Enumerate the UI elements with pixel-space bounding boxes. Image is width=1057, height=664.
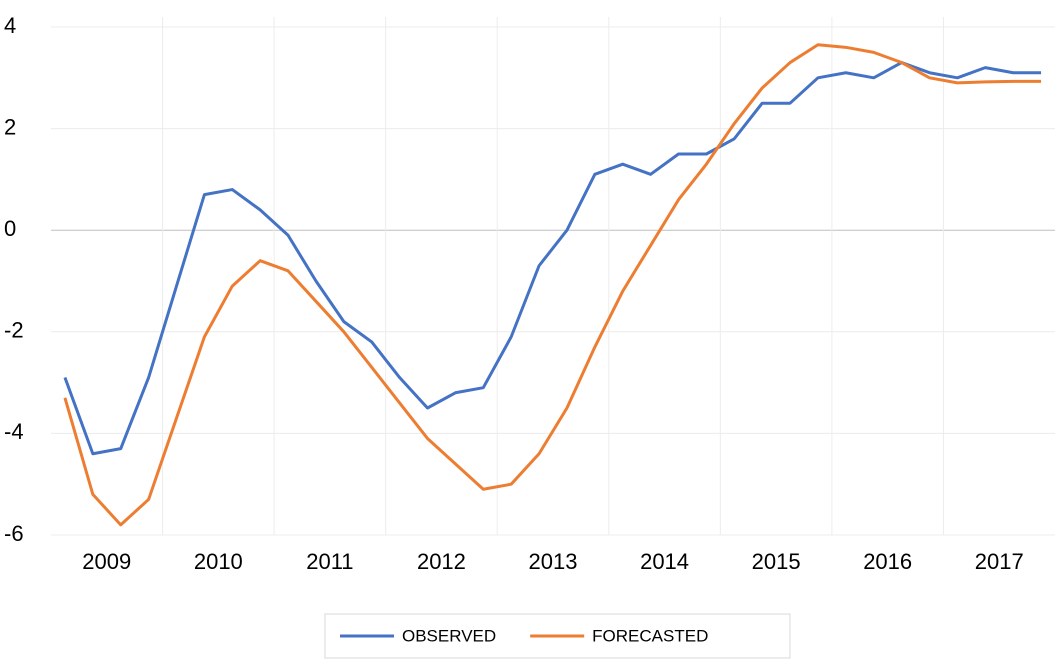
y-tick-label: -6	[4, 521, 24, 546]
x-tick-label: 2009	[82, 549, 131, 574]
y-tick-label: -2	[4, 318, 24, 343]
y-tick-label: -4	[4, 419, 24, 444]
legend: OBSERVED FORECASTED	[340, 626, 708, 645]
legend-label: FORECASTED	[592, 626, 708, 645]
x-tick-label: 2013	[529, 549, 578, 574]
x-tick-label: 2012	[417, 549, 466, 574]
series-line	[63, 43, 1042, 527]
y-tick-label: 4	[4, 13, 16, 38]
x-tick-label: 2015	[752, 549, 801, 574]
y-tick-label: 2	[4, 114, 16, 139]
x-tick-label: 2010	[194, 549, 243, 574]
x-tick-label: 2017	[975, 549, 1024, 574]
legend-label: OBSERVED	[402, 626, 496, 645]
x-tick-label: 2014	[640, 549, 689, 574]
series-line	[63, 61, 1042, 456]
x-tick-label: 2016	[863, 549, 912, 574]
x-tick-label: 2011	[306, 549, 353, 574]
y-tick-label: 0	[4, 216, 16, 241]
